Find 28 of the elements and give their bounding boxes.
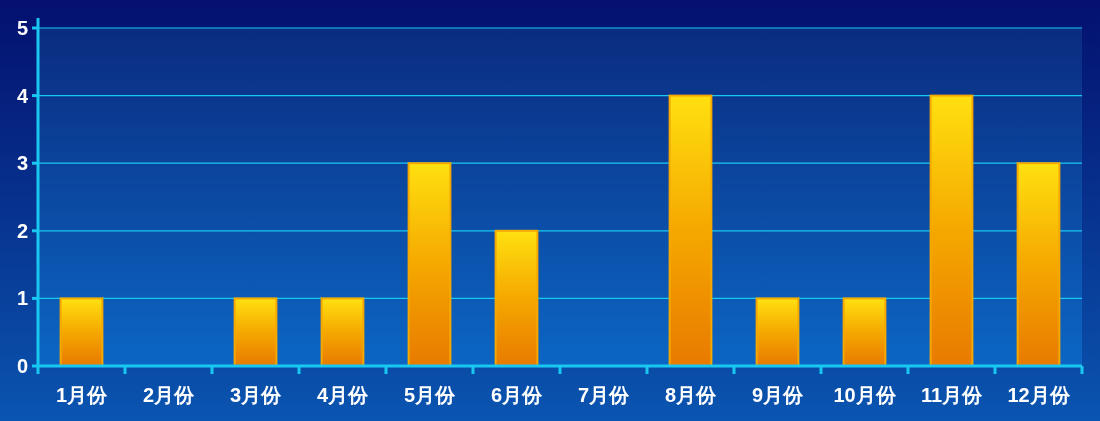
x-tick-label: 5月份	[403, 384, 457, 406]
x-tick-label: 3月份	[229, 384, 283, 406]
bar	[755, 297, 800, 367]
bar	[668, 94, 713, 367]
bar	[1016, 162, 1061, 367]
bar	[494, 229, 539, 367]
y-tick-label: 0	[16, 355, 28, 377]
bar	[233, 297, 278, 367]
bar	[929, 94, 974, 367]
y-tick-label: 2	[16, 219, 28, 242]
bar	[59, 297, 104, 367]
y-tick-label: 4	[16, 84, 29, 107]
x-tick-label: 4月份	[316, 384, 370, 406]
x-tick-label: 6月份	[490, 384, 544, 406]
x-tick-label: 7月份	[577, 384, 631, 406]
bar	[320, 297, 365, 367]
x-tick-label: 12月份	[1007, 384, 1071, 406]
x-tick-label: 10月份	[833, 384, 897, 406]
x-tick-label: 9月份	[751, 384, 805, 406]
x-tick-label: 8月份	[664, 384, 718, 406]
y-tick-label: 5	[16, 17, 28, 39]
bar	[842, 297, 887, 367]
x-tick-label: 11月份	[920, 384, 984, 406]
bar	[407, 162, 452, 367]
y-tick-label: 3	[16, 152, 28, 175]
x-tick-label: 2月份	[142, 384, 196, 406]
x-tick-label: 1月份	[55, 384, 109, 406]
y-tick-label: 1	[16, 287, 28, 310]
